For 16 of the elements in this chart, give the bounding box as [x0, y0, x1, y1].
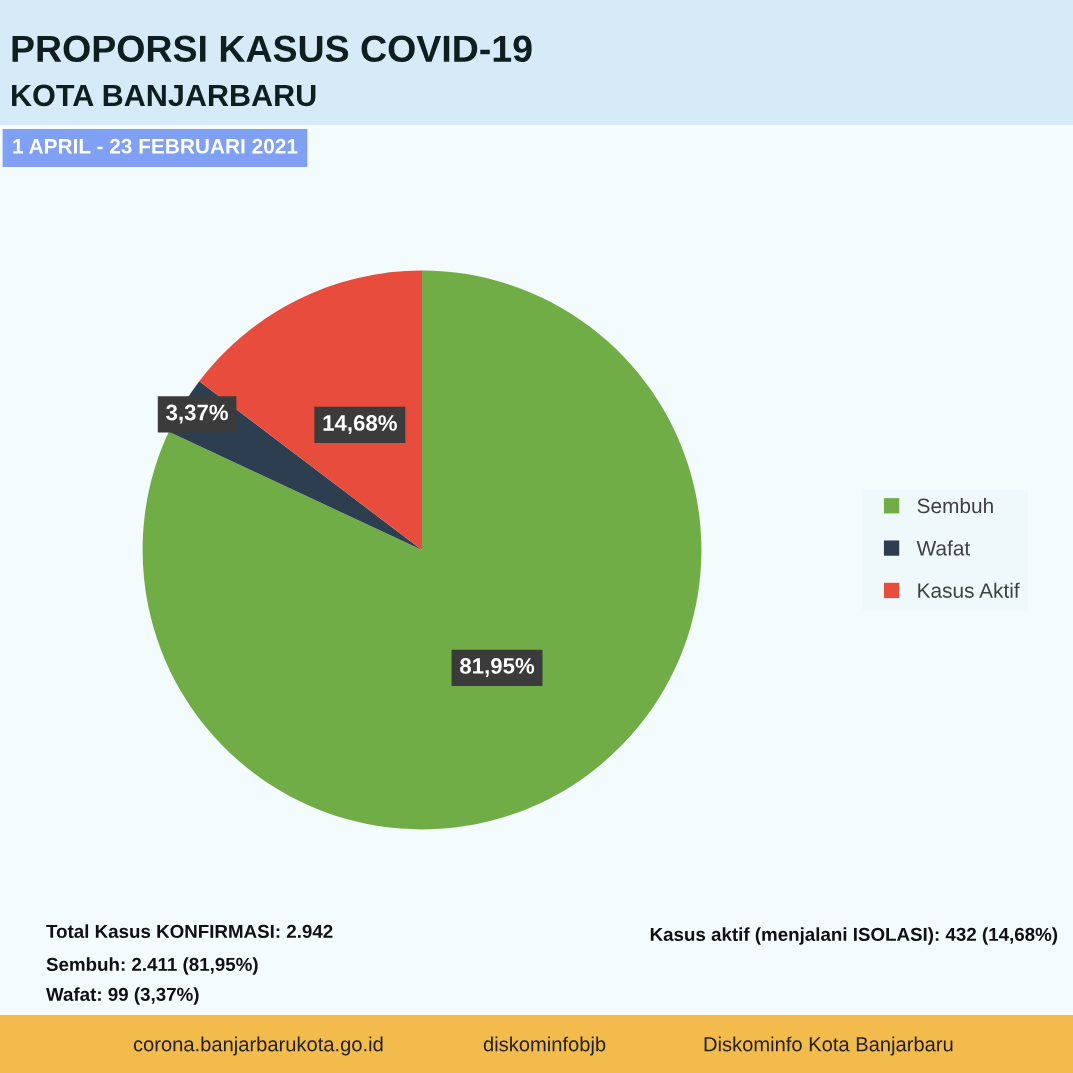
text: Total Kasus KONFIRMASI: 2.942 — [46, 924, 333, 939]
pie-slice — [142, 270, 702, 830]
legend-label: Kasus Aktif — [918, 582, 1020, 598]
data-label: 14,68% — [323, 415, 397, 435]
chart-subtitle: 1 APRIL - 23 FEBRUARI 2021 — [13, 138, 298, 154]
text: diskominfobjb — [483, 1036, 606, 1056]
chart-title: PROPORSI KASUS COVID-19 KOTA BANJARBARU — [12, 35, 532, 107]
text: Diskominfo Kota Banjarbaru — [704, 1036, 953, 1056]
text: Sembuh: 2.411 (81,95%) — [46, 957, 258, 975]
legend-label: Sembuh — [917, 497, 993, 514]
text: Wafat: 99 (3,37%) — [46, 987, 199, 1005]
data-label: 81,95% — [460, 658, 535, 678]
legend-label: Wafat — [916, 540, 971, 556]
text: Kasus aktif (menjalani ISOLASI): 432 (14,68%) — [650, 927, 1058, 945]
text: corona.banjarbarukota.go.id — [133, 1036, 383, 1056]
data-label: 3,37% — [166, 404, 228, 424]
